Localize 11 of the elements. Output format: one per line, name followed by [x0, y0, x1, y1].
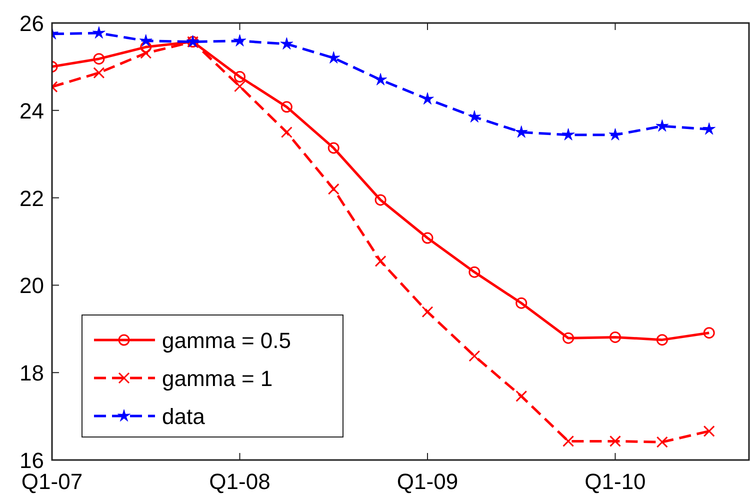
y-tick-label: 18 — [20, 360, 44, 386]
y-tick-label: 24 — [20, 98, 44, 124]
y-tick-label: 26 — [20, 11, 44, 36]
x-tick-label: Q1-08 — [209, 469, 270, 494]
y-tick-label: 20 — [20, 273, 44, 298]
legend-label: gamma = 1 — [162, 366, 273, 391]
legend-label: gamma = 0.5 — [162, 328, 292, 353]
x-tick-label: Q1-09 — [396, 469, 458, 494]
x-tick-label: Q1-10 — [584, 469, 646, 494]
y-tick-label: 22 — [20, 186, 44, 211]
legend-label: data — [162, 404, 206, 429]
